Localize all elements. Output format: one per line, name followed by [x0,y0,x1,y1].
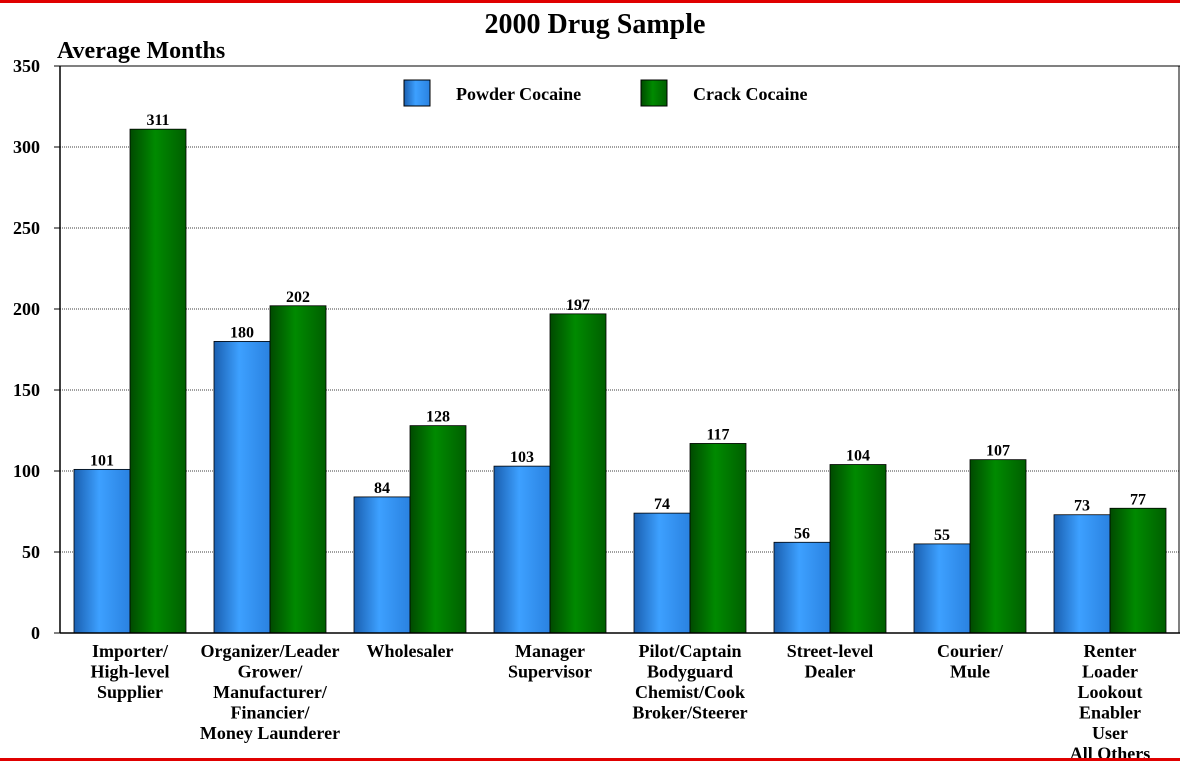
data-labels: 101 311 180 202 84 128 103 197 74 117 56 104 55 107 73… [90,112,1146,544]
bar-crack-cocaine [129,128,187,634]
x-tick-label: Broker/Steerer [632,703,747,723]
x-tick-label: Dealer [805,662,856,682]
bar-powder-cocaine [773,541,831,634]
bar-powder-cocaine [73,468,131,634]
bottom-border-line [0,758,1180,761]
bar-crack-cocaine [549,313,607,634]
axes [59,65,1180,634]
legend-label: Crack Cocaine [693,84,807,104]
bar-powder-cocaine [353,496,411,634]
x-tick-label: Lookout [1077,682,1142,702]
legend-label: Powder Cocaine [456,84,581,104]
bar-crack-cocaine [689,443,747,634]
data-label: 117 [706,426,729,443]
bars [73,128,1167,634]
x-tick-label: Wholesaler [367,641,454,661]
data-label: 74 [654,496,670,513]
data-label: 101 [90,452,114,469]
data-label: 73 [1074,498,1090,515]
x-tick-label: Manager [515,641,585,661]
x-tick-label: Bodyguard [647,662,733,682]
bar-powder-cocaine [633,512,691,634]
x-tick-label: Money Launderer [200,723,340,743]
y-axis-label: Average Months [57,38,225,64]
x-tick-label: Importer/ [92,641,169,661]
bar-powder-cocaine [493,465,551,634]
y-tick-label: 50 [22,542,40,562]
y-tick-label: 200 [13,299,40,319]
bar-powder-cocaine [213,340,271,634]
legend-swatch [403,79,431,107]
x-tick-label: Supervisor [508,662,592,682]
legend-swatch [640,79,668,107]
data-label: 56 [794,525,810,542]
y-tick-label: 350 [13,56,40,76]
bar-crack-cocaine [1109,507,1167,634]
y-tick-label: 150 [13,380,40,400]
y-tick-label: 0 [31,623,40,643]
data-label: 84 [374,480,390,497]
bar-crack-cocaine [269,305,327,634]
data-label: 55 [934,527,950,544]
data-label: 103 [510,449,534,466]
y-tick-label: 300 [13,137,40,157]
data-label: 128 [426,409,450,426]
x-tick-label: Loader [1082,662,1138,682]
data-label: 202 [286,289,310,306]
y-tick-label: 250 [13,218,40,238]
y-axis-ticks: 0 50 100 150 200 250 300 350 [13,56,60,643]
x-tick-label: Mule [950,662,990,682]
x-tick-label: Organizer/Leader [201,641,340,661]
y-tick-label: 100 [13,461,40,481]
x-tick-label: All Others [1070,744,1151,761]
x-tick-label: Financier/ [231,703,311,723]
top-border-line [0,0,1180,3]
data-label: 77 [1130,491,1146,508]
chart-title: 2000 Drug Sample [485,9,706,40]
data-label: 197 [566,297,590,314]
x-tick-label: Enabler [1079,703,1141,723]
data-label: 311 [146,112,169,129]
x-tick-label: High-level [91,662,170,682]
bar-powder-cocaine [1053,514,1111,634]
x-tick-label: Renter [1084,641,1137,661]
x-tick-label: Manufacturer/ [213,682,328,702]
x-tick-label: User [1092,723,1128,743]
x-tick-label: Street-level [787,641,874,661]
x-tick-label: Pilot/Captain [638,641,741,661]
legend: Powder Cocaine Crack Cocaine [403,79,807,107]
data-label: 107 [986,443,1010,460]
x-tick-label: Supplier [97,682,163,702]
data-label: 180 [230,324,254,341]
x-tick-label: Courier/ [937,641,1004,661]
x-tick-label: Chemist/Cook [635,682,745,702]
data-label: 104 [846,448,870,465]
bar-crack-cocaine [409,425,467,634]
bar-powder-cocaine [913,543,971,634]
x-tick-label: Grower/ [238,662,304,682]
bar-crack-cocaine [969,459,1027,634]
bar-crack-cocaine [829,464,887,634]
